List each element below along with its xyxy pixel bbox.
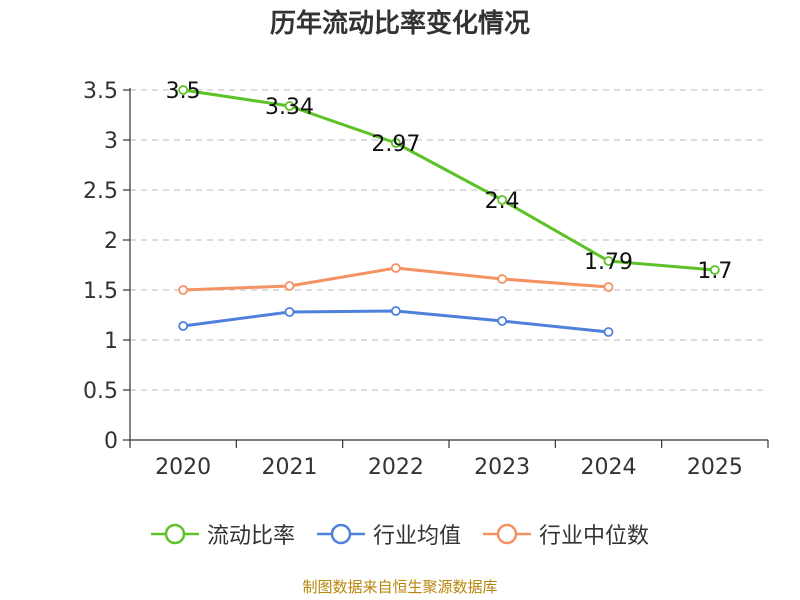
data-point (390, 306, 401, 316)
y-tick-label: 2.5 (83, 179, 118, 204)
data-point (497, 274, 508, 284)
y-tick-label: 3 (104, 129, 118, 154)
data-label: 3.34 (265, 95, 314, 120)
grid-lines (130, 89, 768, 391)
legend-item-industry-mean[interactable]: 行业均值 (316, 518, 461, 550)
legend-item-industry-median[interactable]: 行业中位数 (483, 518, 649, 550)
data-point (178, 85, 189, 95)
data-point (178, 321, 189, 331)
chart-title: 历年流动比率变化情况 (269, 9, 530, 39)
legend-item-current-ratio[interactable]: 流动比率 (150, 518, 295, 550)
data-point (497, 316, 508, 326)
y-tick-label: 1.5 (83, 279, 118, 304)
data-labels: 3.5 3.34 2.97 2.4 1.79 1.7 (166, 79, 733, 284)
legend-line-icon (150, 523, 199, 545)
data-point (603, 256, 614, 266)
data-point (603, 282, 614, 292)
data-point (709, 265, 720, 275)
data-label: 2.97 (371, 132, 420, 157)
data-label: 1.79 (584, 250, 633, 275)
y-tick-label: 0 (104, 429, 118, 454)
data-label: 2.4 (485, 189, 520, 214)
y-tick-label: 3.5 (83, 79, 118, 104)
legend: 流动比率 行业均值 行业中位数 (0, 518, 800, 550)
data-point (284, 307, 295, 317)
legend-label: 流动比率 (206, 524, 295, 549)
y-tick-label: 1 (104, 329, 118, 354)
legend-label: 行业均值 (372, 524, 461, 549)
legend-line-icon (316, 523, 365, 545)
data-label: 3.5 (166, 79, 201, 104)
legend-line-icon (483, 523, 531, 545)
y-tick-label: 0.5 (83, 379, 118, 404)
data-point (603, 327, 614, 337)
data-point (178, 285, 189, 295)
axes: 0 0.5 1 1.5 2 2.5 3 3.5 2020 2021 2022 2023 2024 2025 (83, 79, 769, 480)
series (178, 85, 720, 337)
x-tick-label: 2025 (687, 455, 743, 480)
x-tick-label: 2020 (155, 455, 211, 480)
legend-label: 行业中位数 (539, 524, 650, 549)
x-tick-label: 2021 (262, 455, 318, 480)
data-point (390, 138, 401, 148)
data-point (284, 101, 295, 111)
x-tick-label: 2024 (581, 455, 637, 480)
source-note: 制图数据来自恒生聚源数据库 (302, 578, 498, 596)
series-line (182, 88, 715, 272)
data-point (497, 195, 508, 205)
data-label: 1.7 (697, 259, 732, 284)
y-tick-label: 2 (104, 229, 118, 254)
data-point (284, 281, 295, 291)
x-tick-label: 2023 (474, 455, 530, 480)
data-point (390, 263, 401, 273)
x-tick-label: 2022 (368, 455, 424, 480)
